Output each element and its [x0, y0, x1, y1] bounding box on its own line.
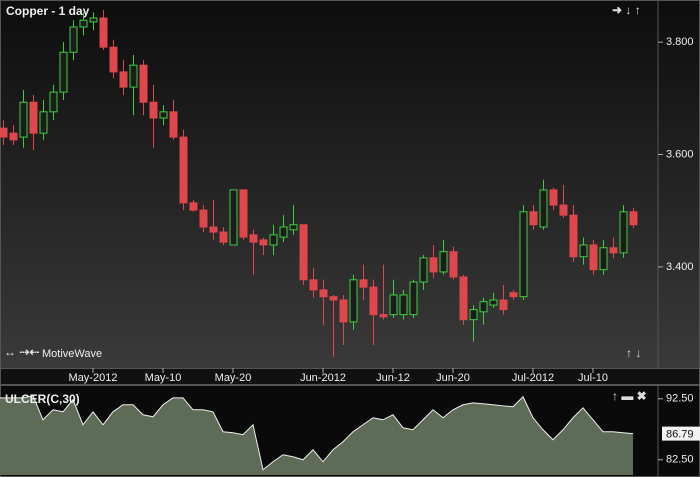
candle-body [429, 257, 438, 273]
x-tick-label: Jul-10 [578, 372, 608, 384]
candle-body [159, 111, 168, 119]
candle-body [19, 101, 28, 138]
candle-body [499, 299, 508, 311]
candle-body [59, 51, 68, 93]
candle-body [29, 101, 38, 134]
candle-body [89, 17, 98, 23]
brand: MotiveWave [42, 348, 102, 360]
candle-body [249, 234, 258, 243]
candle-body [579, 244, 588, 258]
y-tick-label: 3.400 [666, 261, 694, 273]
candle-body [399, 294, 408, 316]
indicator-title: ULCER(C,30) [5, 392, 80, 406]
zoom-icons[interactable]: ↔ ⇢⇠ [4, 345, 39, 359]
x-tick-label: Jun-2012 [300, 372, 346, 384]
x-tick-label: Jun-20 [436, 372, 470, 384]
candle-body [39, 111, 48, 134]
candle-body [469, 309, 478, 321]
candle-body [269, 234, 278, 246]
candle-body [589, 244, 598, 271]
x-tick-label: May-2012 [69, 372, 118, 384]
candle-body [119, 71, 128, 88]
candle-body [479, 301, 488, 313]
nav-icons[interactable]: ➜ ↓ ↑ [612, 3, 641, 17]
candle-body [179, 136, 188, 204]
candle-body [149, 101, 158, 119]
candle-body [279, 226, 288, 238]
candle-body [99, 17, 108, 48]
candle-body [319, 289, 328, 298]
candle-body [109, 46, 118, 73]
candle-body [309, 279, 318, 291]
candle-body [69, 26, 78, 53]
candle-body [339, 299, 348, 323]
scroll-icons[interactable]: ↑ ↓ [626, 346, 641, 360]
candle-body [9, 132, 18, 141]
panel-icons[interactable]: ↑ ▬ ✖ [612, 389, 647, 403]
candle-body [629, 211, 638, 226]
candle-body [79, 19, 88, 28]
area-line [0, 395, 634, 471]
candle-body [609, 247, 618, 254]
y-tick-label: 92.50 [666, 393, 694, 405]
candle-body [239, 189, 248, 238]
candle-body [299, 224, 308, 281]
candle-body [349, 279, 358, 323]
candle-body [359, 279, 368, 288]
candle-body [549, 189, 558, 206]
last-value-box [662, 426, 700, 441]
candle-body [559, 204, 568, 216]
candle-body [229, 189, 238, 246]
candle-body [519, 211, 528, 298]
candle-body [169, 111, 178, 138]
candle-body [189, 202, 198, 211]
area-fill [0, 395, 633, 475]
x-tick-label: Jun-12 [376, 372, 410, 384]
candle-body [539, 189, 548, 228]
candle-body [529, 211, 538, 226]
candle-body [259, 239, 268, 246]
candle-body [439, 251, 448, 273]
candle-body [289, 224, 298, 231]
candle-body [129, 64, 138, 88]
candle-body [49, 91, 58, 113]
candle-body [369, 286, 378, 316]
last-value-label: 86.79 [666, 429, 694, 441]
candle-body [509, 292, 518, 298]
y-tick-label: 82.50 [666, 454, 694, 466]
candle-body [599, 247, 608, 271]
candle-body [419, 257, 428, 283]
candle-body [409, 281, 418, 316]
plot: 3.800 3.600 3.400 May-2012 May-10 May-20 Jun-2… [0, 10, 700, 475]
y-tick-label: 3.600 [666, 148, 694, 160]
candle-body [0, 127, 8, 138]
chart-title: Copper - 1 day [6, 4, 90, 18]
x-tick-label: Jul-2012 [512, 372, 554, 384]
candle-body [569, 214, 578, 258]
candle-body [219, 231, 228, 243]
candle-body [389, 294, 398, 316]
candle-body [139, 64, 148, 103]
y-tick-label: 3.800 [666, 36, 694, 48]
candle-body [619, 211, 628, 254]
candle-body [449, 251, 458, 278]
x-tick-label: May-20 [215, 372, 252, 384]
candle-body [459, 276, 468, 321]
candle-body [489, 299, 498, 306]
candle-body [329, 296, 338, 301]
x-tick-label: May-10 [145, 372, 182, 384]
candle-body [199, 209, 208, 228]
candle-body [209, 226, 218, 233]
candle-body [379, 314, 388, 318]
